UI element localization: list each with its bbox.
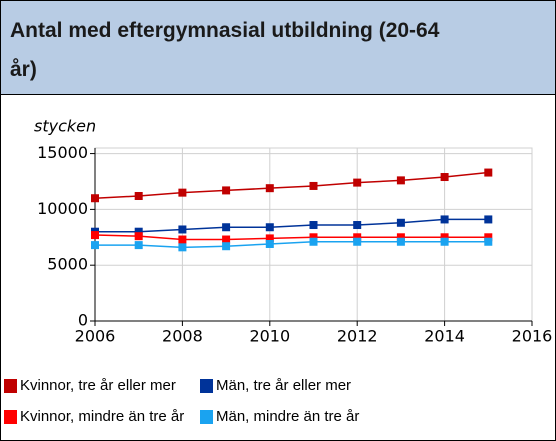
point (309, 221, 318, 230)
series-line (94, 171, 489, 199)
title-line: år) (10, 58, 37, 81)
legend-swatch (4, 379, 17, 393)
legend-swatch (4, 410, 17, 424)
point (396, 218, 405, 227)
point (222, 235, 231, 244)
x-tick-label: 2010 (249, 327, 290, 346)
x-tick-label: 2006 (75, 327, 116, 346)
point (134, 241, 143, 250)
point (265, 223, 274, 232)
x-tick-label: 2014 (424, 327, 465, 346)
point (265, 239, 274, 248)
point (222, 223, 231, 232)
series-line (95, 218, 489, 233)
legend-label: Män, mindre än tre år (216, 408, 359, 425)
point (440, 237, 449, 246)
point (178, 225, 187, 234)
y-tick-label: 10000 (37, 199, 88, 218)
point (484, 237, 493, 246)
point (440, 233, 449, 242)
point (484, 233, 493, 242)
point (222, 242, 231, 251)
point (309, 181, 318, 190)
point (265, 234, 274, 243)
point (309, 237, 318, 246)
point (353, 237, 362, 246)
series-line (95, 241, 489, 249)
y-axis-label: stycken (34, 117, 96, 136)
point (353, 178, 362, 187)
point (178, 243, 187, 252)
legend-label: Kvinnor, tre år eller mer (20, 377, 176, 394)
y-tick-label: 15000 (37, 143, 88, 162)
point (134, 232, 143, 241)
point (484, 215, 493, 224)
point (396, 233, 405, 242)
x-tick-label: 2012 (337, 327, 378, 346)
y-tick-label: 5000 (47, 255, 88, 274)
legend-swatch (200, 410, 213, 424)
point (440, 215, 449, 224)
series-line (94, 234, 489, 241)
chart-title: Antal med eftergymnasial utbildning (20-… (10, 19, 440, 81)
point (222, 186, 231, 195)
point (353, 233, 362, 242)
header (1, 1, 555, 94)
point (353, 221, 362, 230)
point (178, 235, 187, 244)
legend-swatch (200, 379, 213, 393)
title-line: Antal med eftergymnasial utbildning (20-… (10, 19, 440, 42)
x-tick-label: 2016 (512, 327, 553, 346)
point (440, 173, 449, 182)
point (265, 184, 274, 193)
legend-label: Män, tre år eller mer (216, 377, 351, 394)
legend-label: Kvinnor, mindre än tre år (20, 408, 184, 425)
y-tick-label: 0 (78, 311, 88, 330)
point (91, 241, 99, 250)
point (91, 231, 99, 240)
point (309, 233, 318, 242)
point (484, 168, 493, 177)
point (134, 227, 143, 236)
point (396, 237, 405, 246)
point (134, 191, 143, 200)
point (91, 194, 99, 203)
point (178, 188, 187, 197)
x-tick-label: 2008 (162, 327, 203, 346)
point (396, 176, 405, 185)
